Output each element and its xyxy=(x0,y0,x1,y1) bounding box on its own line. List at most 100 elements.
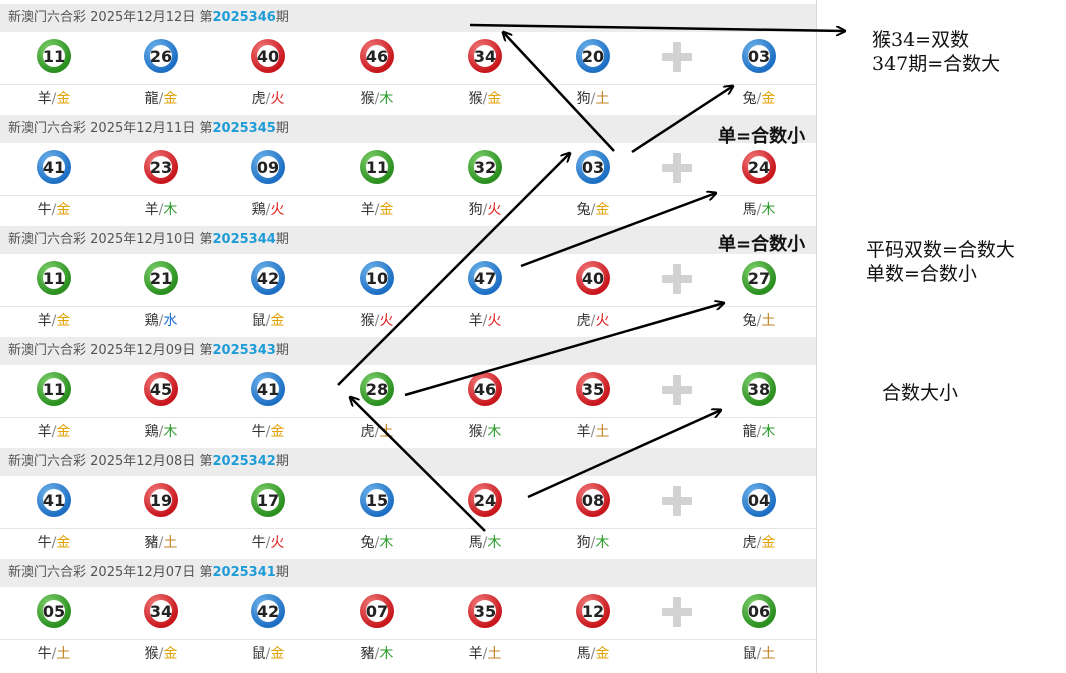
ball-number: 12 xyxy=(581,601,605,621)
separator: / xyxy=(590,313,596,329)
number-ball: 28 xyxy=(360,372,394,406)
lottery-name: 新澳门六合彩 xyxy=(8,454,87,469)
zodiac: 牛 xyxy=(37,646,52,662)
draw-row: 新澳门六合彩 2025年12月07日 第2025341期 05 牛/土 34 猴/金 42… xyxy=(0,555,816,666)
arrow-47-to-24 xyxy=(520,193,716,268)
separator: / xyxy=(756,646,762,662)
element: 木 xyxy=(761,202,776,218)
element: 土 xyxy=(595,91,610,107)
zodiac: 虎 xyxy=(251,91,266,107)
period-suffix: 期 xyxy=(275,232,289,247)
ball-number: 24 xyxy=(747,157,771,177)
zodiac: 馬 xyxy=(742,202,757,218)
period-suffix: 期 xyxy=(275,565,289,580)
ball-number: 10 xyxy=(365,268,389,288)
zodiac: 兔 xyxy=(576,202,591,218)
ball-number: 41 xyxy=(42,490,66,510)
number-ball: 34 xyxy=(468,39,502,73)
element: 木 xyxy=(761,424,776,440)
row-divider xyxy=(0,639,816,640)
ball-number: 07 xyxy=(365,601,389,621)
element: 金 xyxy=(487,91,502,107)
ball-number: 20 xyxy=(581,46,605,66)
separator: / xyxy=(374,424,380,440)
ball-number: 35 xyxy=(581,379,605,399)
zodiac: 龍 xyxy=(742,424,757,440)
lottery-name: 新澳门六合彩 xyxy=(8,232,87,247)
zodiac: 虎 xyxy=(742,535,757,551)
zodiac: 虎 xyxy=(576,313,591,329)
ball-number: 03 xyxy=(581,157,605,177)
note-line: 平码双数=合数大 xyxy=(866,239,1015,261)
zodiac-element: 牛/土 xyxy=(24,643,84,663)
separator: / xyxy=(374,535,380,551)
number-ball: 19 xyxy=(144,483,178,517)
element: 金 xyxy=(56,535,71,551)
element: 金 xyxy=(56,202,71,218)
number-ball: 26 xyxy=(144,39,178,73)
element: 金 xyxy=(56,424,71,440)
plus-icon xyxy=(662,42,692,72)
zodiac-element: 鼠/金 xyxy=(238,310,298,330)
draw-date: 2025年12月09日 xyxy=(90,343,196,358)
zodiac-element: 鶏/水 xyxy=(131,310,191,330)
ball-number: 42 xyxy=(256,268,280,288)
zodiac-element: 豬/木 xyxy=(347,643,407,663)
zodiac: 豬 xyxy=(144,535,159,551)
element: 金 xyxy=(56,91,71,107)
number-ball: 45 xyxy=(144,372,178,406)
ball-number: 04 xyxy=(747,490,771,510)
zodiac: 龍 xyxy=(144,91,159,107)
zodiac-element: 鶏/木 xyxy=(131,421,191,441)
zodiac-element: 狗/木 xyxy=(563,532,623,552)
element: 土 xyxy=(56,646,71,662)
number-ball: 35 xyxy=(576,372,610,406)
number-ball: 09 xyxy=(251,150,285,184)
period-prefix: 第 xyxy=(199,121,213,136)
separator: / xyxy=(265,646,271,662)
period-prefix: 第 xyxy=(199,10,213,25)
draw-results-panel: 新澳门六合彩 2025年12月12日 第2025346期 11 羊/金 26 龍/金 40… xyxy=(0,0,817,673)
ball-number: 21 xyxy=(149,268,173,288)
note-flat-code: 平码双数=合数大 单数=合数小 xyxy=(866,238,1015,286)
element: 土 xyxy=(761,646,776,662)
draw-date: 2025年12月07日 xyxy=(90,565,196,580)
ball-number: 38 xyxy=(747,379,771,399)
separator: / xyxy=(590,535,596,551)
number-ball: 07 xyxy=(360,594,394,628)
number-ball: 40 xyxy=(251,39,285,73)
element: 金 xyxy=(270,646,285,662)
note-line: 单数=合数小 xyxy=(866,263,977,285)
draw-row: 新澳门六合彩 2025年12月08日 第2025342期 41 牛/金 19 豬/土 17… xyxy=(0,444,816,555)
zodiac: 羊 xyxy=(37,91,52,107)
zodiac: 虎 xyxy=(360,424,375,440)
lottery-name: 新澳门六合彩 xyxy=(8,10,87,25)
element: 金 xyxy=(379,202,394,218)
separator: / xyxy=(590,424,596,440)
zodiac-element: 牛/金 xyxy=(238,421,298,441)
element: 木 xyxy=(163,202,178,218)
element: 土 xyxy=(163,535,178,551)
separator: / xyxy=(756,313,762,329)
separator: / xyxy=(756,424,762,440)
zodiac-element: 狗/土 xyxy=(563,88,623,108)
period-prefix: 第 xyxy=(199,343,213,358)
element: 金 xyxy=(595,202,610,218)
row-divider xyxy=(0,306,816,307)
period-prefix: 第 xyxy=(199,565,213,580)
number-ball: 21 xyxy=(144,261,178,295)
ball-number: 11 xyxy=(42,268,66,288)
zodiac: 羊 xyxy=(144,202,159,218)
element: 金 xyxy=(270,424,285,440)
period-suffix: 期 xyxy=(275,454,289,469)
ball-number: 34 xyxy=(149,601,173,621)
plus-icon xyxy=(662,153,692,183)
zodiac-element: 羊/金 xyxy=(24,88,84,108)
row-divider xyxy=(0,195,816,196)
zodiac-element: 虎/金 xyxy=(729,532,789,552)
ball-number: 45 xyxy=(149,379,173,399)
ball-number: 11 xyxy=(42,379,66,399)
number-ball: 17 xyxy=(251,483,285,517)
arrow-24-to-38 xyxy=(527,410,721,499)
